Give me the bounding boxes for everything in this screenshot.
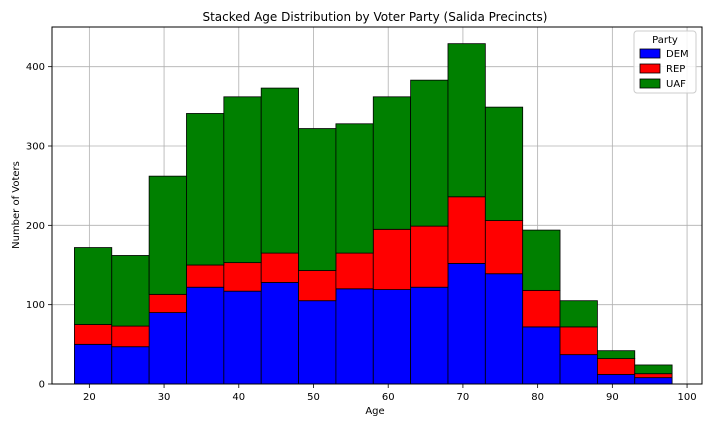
x-tick-label: 50 bbox=[307, 392, 320, 403]
bar-rep bbox=[372, 228, 412, 290]
y-tick-label: 300 bbox=[26, 142, 45, 153]
bar-rep bbox=[148, 293, 187, 313]
y-axis-label: Number of Voters bbox=[11, 161, 22, 249]
legend-frame bbox=[633, 30, 697, 94]
bar-uaf bbox=[634, 364, 673, 375]
bar-rep bbox=[298, 270, 337, 302]
bar-uaf bbox=[148, 175, 187, 295]
bar-dem bbox=[298, 300, 337, 385]
legend-title: Party bbox=[652, 35, 678, 46]
bar-rep bbox=[260, 252, 299, 283]
bar-uaf bbox=[298, 128, 337, 271]
y-tick-label: 100 bbox=[26, 300, 45, 311]
legend: Party DEM REP UAF bbox=[633, 30, 697, 94]
bar-rep bbox=[335, 252, 374, 290]
bar-rep bbox=[186, 264, 225, 288]
x-tick-label: 60 bbox=[382, 392, 395, 403]
x-tick-label: 80 bbox=[531, 392, 544, 403]
bar-dem bbox=[372, 289, 412, 385]
x-tick-label: 20 bbox=[83, 392, 96, 403]
bar-rep bbox=[484, 220, 524, 275]
x-tick-label: 100 bbox=[678, 392, 697, 403]
bar-dem bbox=[335, 288, 374, 385]
legend-swatch-rep bbox=[639, 63, 661, 74]
bar-dem bbox=[597, 374, 636, 385]
bar-uaf bbox=[260, 87, 299, 254]
bar-uaf bbox=[410, 79, 449, 227]
x-axis: 20 30 40 50 60 70 80 90 100 bbox=[83, 384, 697, 403]
bar-rep bbox=[634, 373, 673, 379]
bars bbox=[74, 43, 673, 385]
x-tick-label: 90 bbox=[606, 392, 619, 403]
bar-uaf bbox=[372, 96, 412, 230]
bar-rep bbox=[447, 196, 486, 264]
legend-swatch-dem bbox=[639, 48, 661, 59]
bar-rep bbox=[559, 326, 598, 356]
bar-rep bbox=[111, 325, 150, 348]
bar-uaf bbox=[597, 350, 636, 360]
bar-dem bbox=[522, 326, 561, 385]
bar-rep bbox=[410, 225, 449, 288]
bar-dem bbox=[447, 263, 486, 385]
y-axis: 0 100 200 300 400 bbox=[26, 62, 52, 391]
bar-dem bbox=[148, 312, 187, 385]
bar-dem bbox=[111, 346, 150, 385]
bar-uaf bbox=[559, 300, 598, 328]
bar-uaf bbox=[484, 106, 524, 221]
bar-uaf bbox=[74, 247, 113, 325]
bar-rep bbox=[597, 358, 636, 375]
bar-rep bbox=[223, 262, 262, 292]
bar-dem bbox=[223, 290, 262, 385]
bar-dem bbox=[74, 343, 113, 385]
bar-rep bbox=[522, 289, 561, 328]
bar-uaf bbox=[223, 96, 262, 264]
legend-label-rep: REP bbox=[666, 64, 685, 75]
y-tick-label: 0 bbox=[39, 380, 45, 391]
bar-dem bbox=[484, 273, 524, 385]
bar-uaf bbox=[186, 113, 225, 266]
bar-dem bbox=[186, 286, 225, 385]
legend-label-dem: DEM bbox=[666, 49, 689, 60]
x-tick-label: 70 bbox=[457, 392, 470, 403]
plot-frame bbox=[51, 26, 703, 385]
bar-uaf bbox=[522, 229, 561, 291]
legend-label-uaf: UAF bbox=[666, 79, 686, 90]
legend-swatch-uaf bbox=[639, 78, 661, 89]
x-tick-label: 30 bbox=[158, 392, 171, 403]
plot-area bbox=[51, 26, 703, 385]
x-tick-label: 40 bbox=[232, 392, 245, 403]
bar-uaf bbox=[447, 43, 486, 198]
bar-uaf bbox=[111, 255, 150, 327]
bar-dem bbox=[634, 377, 673, 385]
bar-rep bbox=[74, 324, 113, 345]
bar-dem bbox=[260, 282, 299, 385]
y-tick-label: 400 bbox=[26, 62, 45, 73]
chart-title: Stacked Age Distribution by Voter Party … bbox=[202, 10, 547, 24]
x-axis-label: Age bbox=[365, 406, 384, 417]
y-tick-label: 200 bbox=[26, 221, 45, 232]
bar-dem bbox=[410, 286, 449, 385]
bar-dem bbox=[559, 354, 598, 385]
bar-uaf bbox=[335, 123, 374, 254]
